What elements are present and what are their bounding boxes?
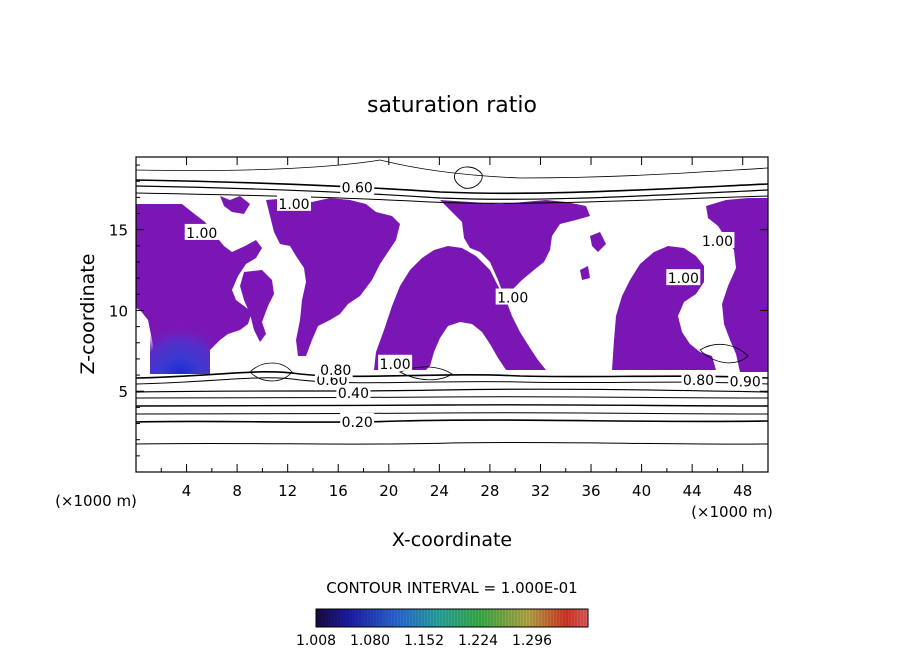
x-tick-label: 44 bbox=[683, 482, 702, 500]
contour-labels: 0.200.400.600.800.80 0.901.001.000.601.00… bbox=[184, 178, 763, 431]
contour-line-top-2 bbox=[136, 185, 768, 200]
chart-title: saturation ratio bbox=[367, 93, 537, 118]
contour-label-bg bbox=[277, 194, 311, 211]
x-tick-label: 32 bbox=[531, 482, 550, 500]
contour-interval-label: CONTOUR INTERVAL = 1.000E-01 bbox=[326, 579, 577, 597]
y-tick-label: 15 bbox=[109, 222, 128, 240]
x-tick-label: 16 bbox=[329, 482, 348, 500]
colorbar: 1.008 1.080 1.152 1.224 1.296 bbox=[296, 608, 589, 649]
colorbar-stripes bbox=[317, 609, 586, 627]
x-tick-label: 20 bbox=[379, 482, 398, 500]
contour-line-020 bbox=[136, 419, 768, 423]
contour-line-top-4 bbox=[136, 159, 768, 179]
fill-region-speck-a bbox=[590, 232, 606, 252]
x-tick-label: 40 bbox=[632, 482, 651, 500]
supersaturation-fill bbox=[136, 196, 768, 374]
plot-area: 0.200.400.600.800.80 0.901.001.000.601.00… bbox=[136, 159, 768, 445]
colorbar-tick-label: 1.080 bbox=[350, 633, 390, 649]
x-tick-label: 24 bbox=[430, 482, 449, 500]
contour-line-030 bbox=[136, 412, 768, 415]
contour-label-bg bbox=[184, 223, 219, 240]
contour-label: 0.90 bbox=[730, 375, 761, 391]
fill-region-speck-b bbox=[580, 266, 590, 280]
y-axis-label: Z-coordinate bbox=[77, 254, 99, 375]
contour-label: 1.00 bbox=[497, 291, 528, 307]
contour-line-060 bbox=[136, 388, 768, 393]
contour-line-base bbox=[136, 371, 768, 379]
colorbar-tick-label: 1.008 bbox=[296, 633, 336, 649]
contour-label: 0.40 bbox=[338, 386, 369, 402]
contour-label: 1.00 bbox=[278, 197, 309, 213]
contour-label-bg bbox=[666, 269, 701, 286]
blue-core bbox=[150, 320, 210, 374]
contour-lines bbox=[136, 159, 768, 445]
contour-line-050 bbox=[136, 396, 768, 399]
contour-label-bg bbox=[318, 361, 353, 378]
y-tick-label: 5 bbox=[118, 383, 128, 401]
x-tick-label: 48 bbox=[733, 482, 752, 500]
fill-region-mid-left bbox=[266, 198, 400, 356]
contour-swirl-mid bbox=[399, 366, 453, 381]
contour-line-top-3 bbox=[136, 192, 768, 204]
contour-label-bg bbox=[336, 383, 371, 400]
contour-label-bg bbox=[340, 412, 375, 429]
contour-label: 1.00 bbox=[702, 234, 733, 250]
colorbar-ticks: 1.008 1.080 1.152 1.224 1.296 bbox=[296, 633, 552, 649]
y-axis-ticks: 5 10 15 bbox=[109, 164, 768, 457]
x-tick-label: 12 bbox=[278, 482, 297, 500]
contour-label-bg bbox=[700, 232, 735, 248]
fill-region-blob-small bbox=[240, 270, 274, 342]
contour-label-bg bbox=[495, 288, 530, 305]
contour-line-top-1 bbox=[136, 179, 768, 195]
plot-frame bbox=[135, 156, 769, 473]
contour-label-bg bbox=[681, 370, 716, 387]
y-tick-label: 10 bbox=[109, 302, 128, 320]
contour-line-010 bbox=[136, 441, 768, 445]
colorbar-tick-label: 1.152 bbox=[404, 633, 444, 649]
x-tick-label: 4 bbox=[182, 482, 192, 500]
contour-label-bg bbox=[340, 178, 375, 195]
contour-line-base-2 bbox=[136, 377, 768, 385]
contour-island-top bbox=[453, 166, 483, 189]
x-axis-ticks: 4 8 12 16 20 24 28 32 36 40 44 48 bbox=[160, 157, 752, 500]
fill-region-upper-center bbox=[440, 200, 590, 296]
colorbar-tick-label: 1.296 bbox=[512, 633, 552, 649]
x-tick-label: 36 bbox=[581, 482, 600, 500]
fill-region-far-right bbox=[706, 198, 768, 372]
contour-label: 0.20 bbox=[342, 415, 373, 431]
x-tick-label: 8 bbox=[232, 482, 242, 500]
x-tick-label: 28 bbox=[480, 482, 499, 500]
contour-label: 1.00 bbox=[668, 271, 699, 287]
x-unit-right: (×1000 m) bbox=[691, 503, 773, 521]
fill-region-left-bump bbox=[136, 262, 156, 300]
fill-region-top-left bbox=[220, 196, 250, 214]
contour-swirl-left bbox=[249, 362, 293, 382]
colorbar-gradient bbox=[315, 608, 589, 628]
colorbar-tick-label: 1.224 bbox=[458, 633, 498, 649]
x-unit-left: (×1000 m) bbox=[55, 492, 137, 510]
contour-line-040 bbox=[136, 404, 768, 407]
fill-region-right bbox=[612, 246, 716, 370]
fill-region-center bbox=[374, 246, 546, 370]
contour-label: 0.80 bbox=[683, 373, 714, 389]
contour-label: 1.00 bbox=[380, 357, 411, 373]
contour-label-bg bbox=[728, 372, 763, 389]
x-axis-label: X-coordinate bbox=[392, 529, 512, 551]
contour-label: 0.80 bbox=[320, 363, 351, 379]
contour-swirl-right bbox=[699, 343, 749, 364]
contour-label-bg bbox=[378, 354, 413, 371]
contour-label: 1.00 bbox=[186, 226, 217, 242]
contour-label: 0.60 bbox=[342, 181, 373, 197]
